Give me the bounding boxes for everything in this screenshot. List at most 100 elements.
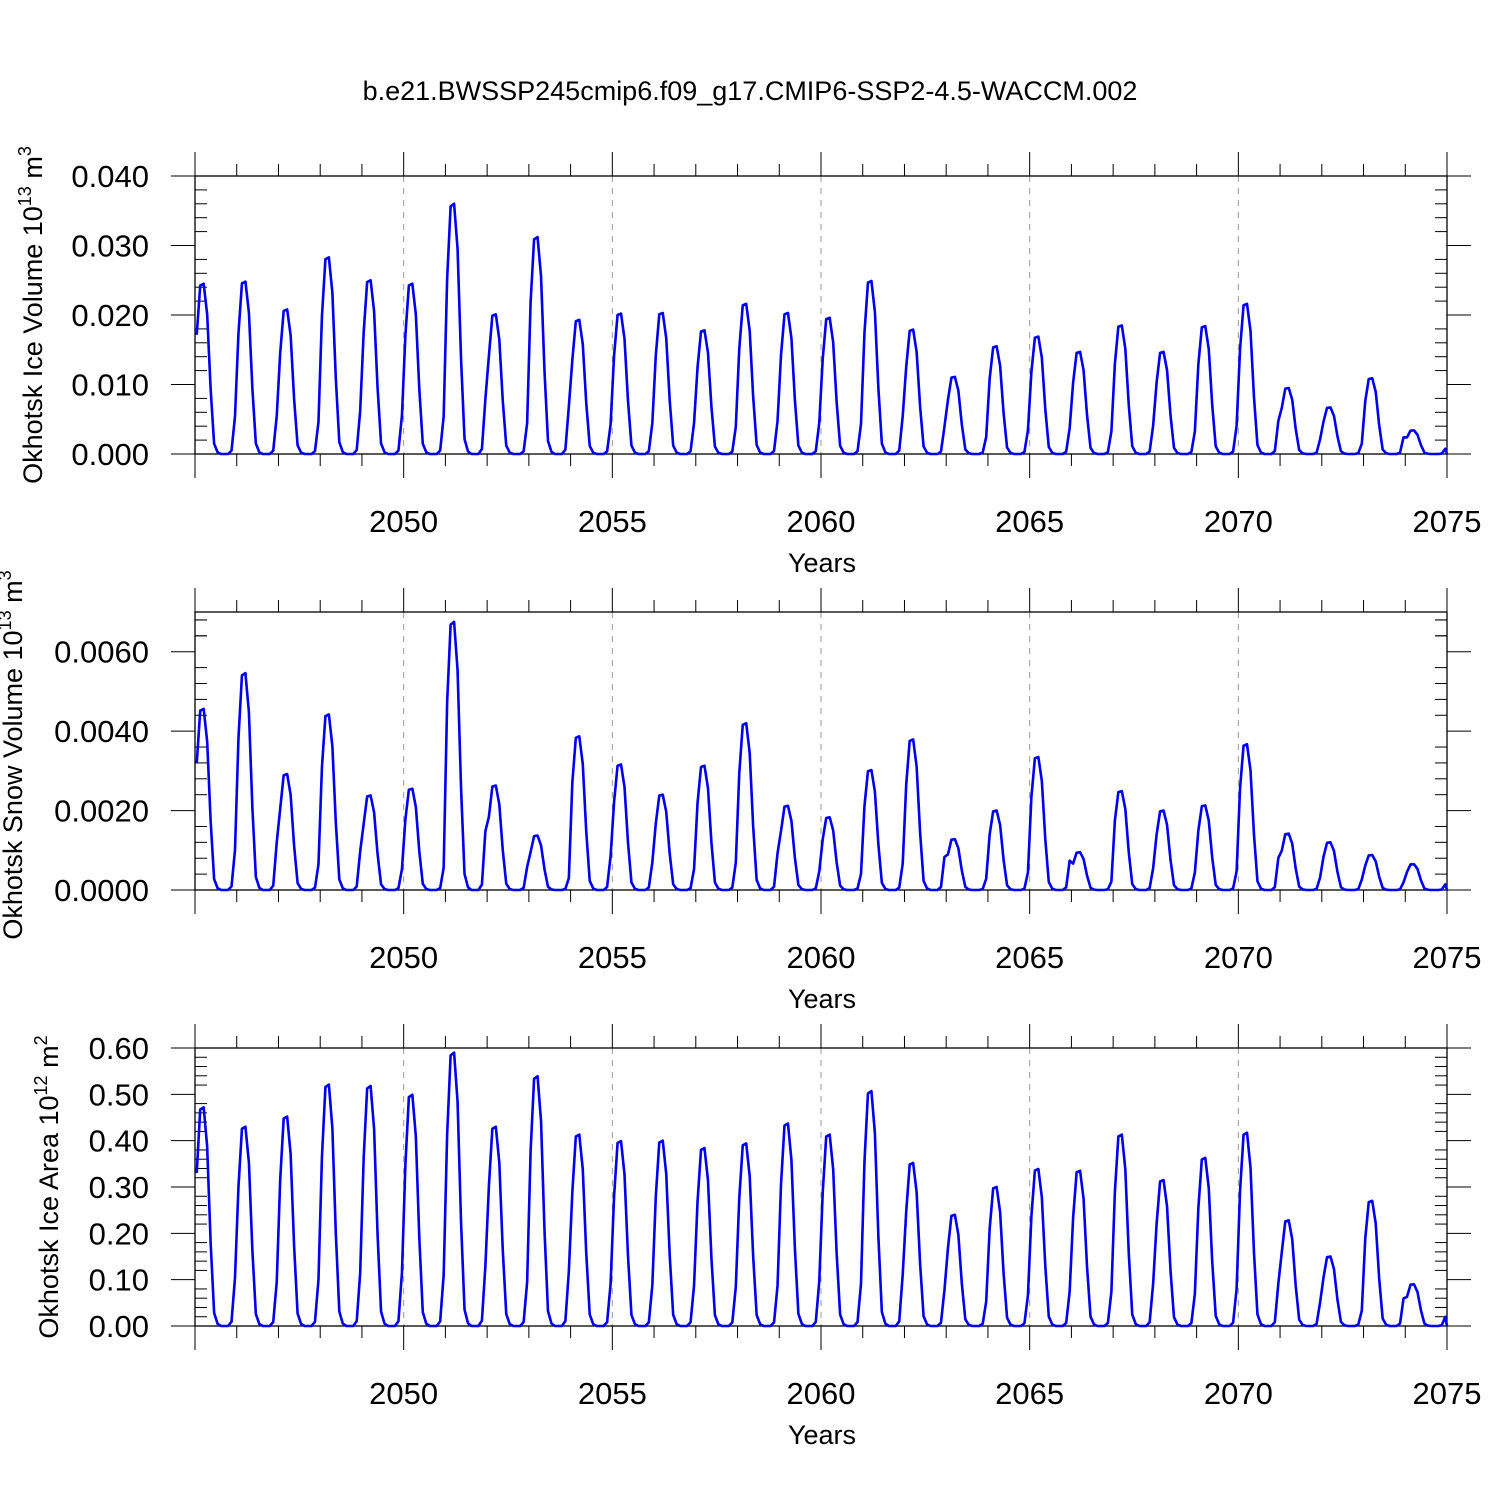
peak-point <box>661 311 665 315</box>
peak-point <box>1245 1131 1249 1135</box>
peak-point <box>1203 324 1207 328</box>
peak-point <box>494 784 498 788</box>
peak-point <box>1078 850 1082 854</box>
peak-point <box>1162 809 1166 813</box>
peak-point <box>619 763 623 767</box>
y-axis-label-exponent: 13 <box>0 610 15 630</box>
peak-point <box>285 1115 289 1119</box>
peak-point <box>202 1105 206 1109</box>
peak-point <box>1162 1178 1166 1182</box>
peak-point <box>869 768 873 772</box>
peak-point <box>1287 832 1291 836</box>
peak-point <box>1120 1133 1124 1137</box>
peak-point <box>243 1125 247 1129</box>
series-line <box>195 1051 1449 1328</box>
peak-point <box>536 235 540 239</box>
peak-point <box>327 712 331 716</box>
peak-point <box>1203 1156 1207 1160</box>
peak-point <box>410 787 414 791</box>
y-tick-label: 0.30 <box>89 1170 149 1205</box>
panel-ice-area: 2050 2055 2060 2065 2070 2075 0.00 0.10 0.20 0.30… <box>31 1024 1481 1450</box>
y-axis-label: Okhotsk Ice Volume 1013 m3 <box>15 146 48 484</box>
peak-point <box>1036 1167 1040 1171</box>
y-tick-label: 0.010 <box>71 368 149 403</box>
peak-point <box>369 793 373 797</box>
peak-point <box>744 721 748 725</box>
y-axis-label-text: Okhotsk Ice Area 10 <box>34 1095 64 1338</box>
peak-point <box>410 282 414 286</box>
peak-point <box>243 671 247 675</box>
y-tick-label: 0.40 <box>89 1124 149 1159</box>
y-axis-label-exponent: 12 <box>31 1075 51 1095</box>
x-tick-label: 2050 <box>369 940 438 975</box>
peak-point <box>953 837 957 841</box>
y-axis-label: Okhotsk Ice Area 1012 m2 <box>31 1035 64 1338</box>
peak-point <box>1370 1199 1374 1203</box>
x-tick-label: 2050 <box>369 1376 438 1411</box>
x-tick-label: 2060 <box>787 940 856 975</box>
peak-point <box>619 312 623 316</box>
peak-point <box>577 318 581 322</box>
y-axis-label: Okhotsk Snow Volume 1013 m3 <box>0 570 28 939</box>
y-axis-label-text: Okhotsk Snow Volume 10 <box>0 630 28 939</box>
peak-point <box>1412 428 1416 432</box>
x-tick-label: 2050 <box>369 504 438 539</box>
y-tick-label: 0.030 <box>71 229 149 264</box>
peak-point <box>786 1122 790 1126</box>
panel-snow-volume: 2050 2055 2060 2065 2070 2075 0.0000 0.0020 0.00… <box>0 570 1481 1014</box>
x-tick-label: 2055 <box>578 940 647 975</box>
y-tick-label: 0.040 <box>71 159 149 194</box>
peak-point <box>1120 323 1124 327</box>
panel-ice-volume: 2050 2055 2060 2065 2070 2075 0.000 0.010 0.020 0… <box>15 146 1481 578</box>
peak-point <box>1036 755 1040 759</box>
peak-point <box>1328 1255 1332 1259</box>
peak-point <box>1203 803 1207 807</box>
y-tick-label: 0.60 <box>89 1031 149 1066</box>
peak-point <box>828 815 832 819</box>
peak-point <box>911 328 915 332</box>
y-tick-label: 0.000 <box>71 437 149 472</box>
y-axis-label-text: Okhotsk Ice Volume 10 <box>18 206 48 484</box>
x-axis-label: Years <box>788 1420 856 1450</box>
peak-point <box>995 1185 999 1189</box>
peak-point <box>202 707 206 711</box>
peak-point <box>744 302 748 306</box>
peak-point <box>369 278 373 282</box>
peak-point <box>911 737 915 741</box>
y-axis-label-unit-exponent: 3 <box>0 570 15 580</box>
peak-point <box>452 620 456 624</box>
peak-point <box>828 316 832 320</box>
y-axis-label-unit: m <box>34 1045 64 1075</box>
x-tick-label: 2055 <box>578 1376 647 1411</box>
x-axis-label: Years <box>788 548 856 578</box>
peak-point <box>452 202 456 206</box>
peak-point <box>1120 789 1124 793</box>
peak-point <box>1078 350 1082 354</box>
y-axis-label-unit-exponent: 2 <box>31 1035 51 1045</box>
peak-point <box>494 1125 498 1129</box>
peak-point <box>661 793 665 797</box>
y-axis-label-unit: m <box>0 580 28 610</box>
figure-title: b.e21.BWSSP245cmip6.f09_g17.CMIP6-SSP2-4… <box>363 76 1138 106</box>
y-axis-label-unit: m <box>18 156 48 186</box>
peak-point <box>202 282 206 286</box>
y-tick-label: 0.0020 <box>54 794 149 829</box>
series-line <box>195 620 1449 892</box>
peak-point <box>536 1074 540 1078</box>
peak-point <box>1287 386 1291 390</box>
y-tick-label: 0.0060 <box>54 635 149 670</box>
peak-point <box>619 1139 623 1143</box>
peak-point <box>1287 1218 1291 1222</box>
peak-point <box>285 772 289 776</box>
peak-point <box>577 1133 581 1137</box>
x-tick-label: 2065 <box>995 1376 1064 1411</box>
peak-point <box>1328 405 1332 409</box>
peak-point <box>702 328 706 332</box>
peak-point <box>953 375 957 379</box>
peak-point <box>1036 335 1040 339</box>
peak-point <box>1078 1169 1082 1173</box>
peak-point <box>577 734 581 738</box>
peak-point <box>410 1093 414 1097</box>
peak-point <box>786 804 790 808</box>
